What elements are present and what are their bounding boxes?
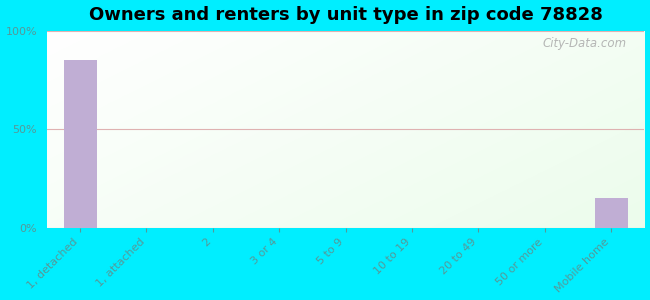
Bar xyxy=(64,60,97,228)
Bar xyxy=(595,198,628,228)
Title: Owners and renters by unit type in zip code 78828: Owners and renters by unit type in zip c… xyxy=(89,6,603,24)
Text: City-Data.com: City-Data.com xyxy=(542,37,627,50)
